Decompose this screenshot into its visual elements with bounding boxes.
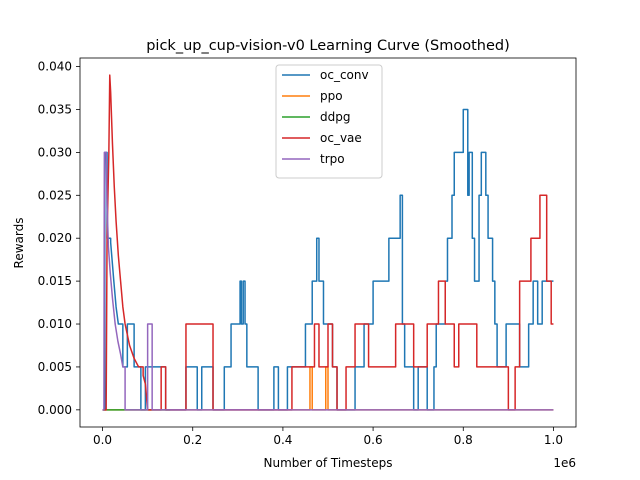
x-tick-label: 0.0 [93,433,112,447]
y-tick-label: 0.005 [38,360,72,374]
plot-lines [102,74,554,411]
y-tick-label: 0.035 [38,102,72,116]
y-tick-label: 0.000 [38,403,72,417]
x-tick-label: 0.4 [273,433,292,447]
x-axis: 0.0 0.2 0.4 0.6 0.8 1.0 [93,427,563,447]
legend-label-ppo: ppo [320,89,343,103]
x-axis-label: Number of Timesteps [264,456,393,470]
y-axis: 0.000 0.005 0.010 0.015 0.020 0.025 0.030 0.035… [38,60,80,417]
legend-label-trpo: trpo [320,152,345,166]
legend-box [275,64,383,179]
x-axis-offset-label: 1e6 [553,456,576,470]
chart-title: pick_up_cup-vision-v0 Learning Curve (Sm… [146,38,510,54]
y-tick-label: 0.040 [38,60,72,74]
y-tick-label: 0.015 [38,274,72,288]
legend-label-oc-vae: oc_vae [320,131,362,145]
x-tick-label: 0.8 [454,433,473,447]
y-axis-label: Rewards [12,218,26,269]
series-line-trpo [102,151,554,411]
x-tick-label: 0.2 [183,433,202,447]
legend-label-oc-conv: oc_conv [320,68,369,82]
plot-frame [79,57,577,428]
y-tick-label: 0.020 [38,231,72,245]
x-tick-label: 0.6 [364,433,383,447]
y-tick-label: 0.025 [38,188,72,202]
x-tick-label: 1.0 [544,433,563,447]
legend-label-ddpg: ddpg [320,110,350,124]
y-tick-label: 0.030 [38,145,72,159]
y-tick-label: 0.010 [38,317,72,331]
